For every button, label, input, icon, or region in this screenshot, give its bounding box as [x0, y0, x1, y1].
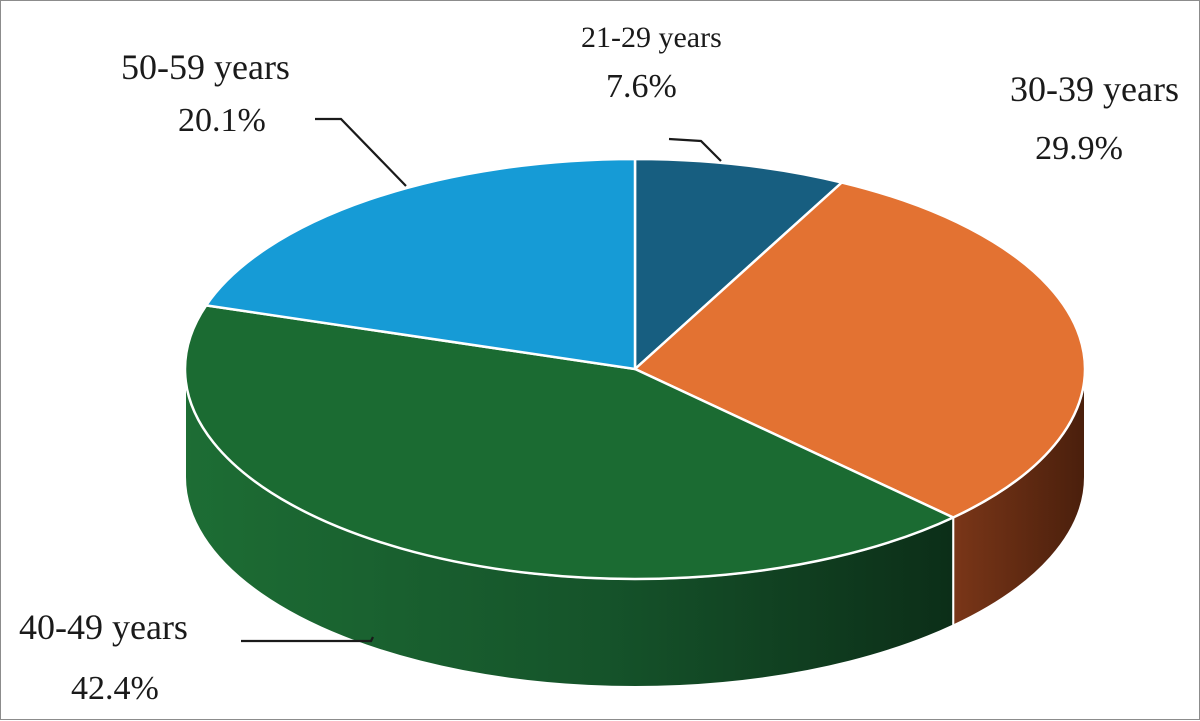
- category-label-1: 21-29 years: [581, 21, 722, 54]
- data-labels: 21-29 years 7.6% 30-39 years 29.9% 40-49 yea…: [19, 21, 1179, 707]
- leader-lines: [241, 117, 722, 643]
- value-label-4: 20.1%: [178, 102, 266, 139]
- pie-slice-4: [204, 157, 637, 371]
- value-label-1: 7.6%: [606, 68, 677, 105]
- category-label-4: 50-59 years: [121, 47, 290, 87]
- category-label-3: 40-49 years: [19, 607, 188, 647]
- value-label-3: 42.4%: [71, 670, 159, 707]
- pie-slices: [183, 157, 1087, 581]
- category-label-2: 30-39 years: [1010, 69, 1179, 109]
- value-label-2: 29.9%: [1035, 130, 1123, 167]
- leader-line-3: [241, 636, 374, 643]
- pie-slice-3: [183, 304, 955, 581]
- leader-line-4: [315, 117, 407, 187]
- pie-slice-2: [633, 181, 1087, 519]
- leader-line-1: [668, 137, 722, 162]
- pie-slice-1: [633, 157, 844, 371]
